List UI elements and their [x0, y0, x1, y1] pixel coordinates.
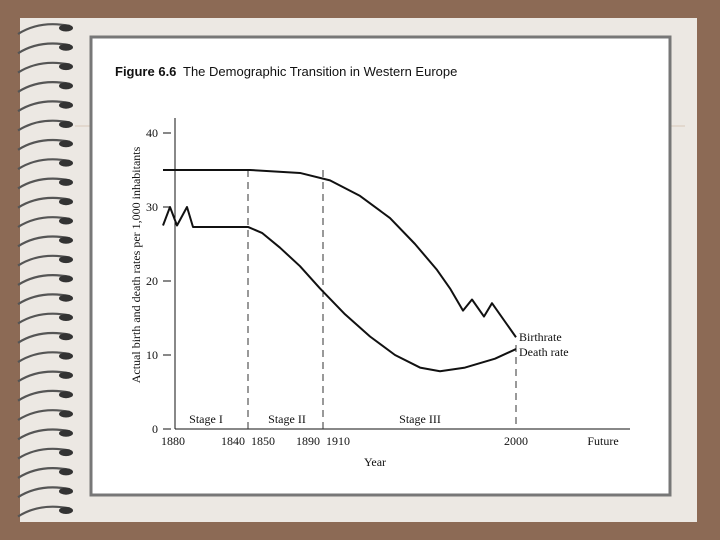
y-tick-label: 30	[146, 200, 158, 214]
spiral-hole	[59, 352, 73, 360]
spiral-hole	[59, 429, 73, 437]
series-line	[163, 169, 517, 338]
spiral-hole	[59, 82, 73, 90]
spiral-hole	[59, 121, 73, 128]
spiral-hole	[59, 410, 73, 418]
spiral-hole	[59, 159, 73, 167]
spiral-hole	[59, 217, 73, 225]
spiral-hole	[59, 371, 73, 379]
stage-label: Stage II	[268, 412, 306, 426]
series-line	[162, 206, 517, 373]
spiral-hole	[59, 256, 73, 264]
stage-label: Stage I	[189, 412, 223, 426]
spiral-hole	[59, 391, 73, 399]
spiral-hole	[59, 178, 73, 186]
spiral-hole	[59, 487, 73, 495]
y-tick-label: 0	[152, 422, 158, 436]
series-label: Death rate	[519, 345, 569, 359]
spiral-hole	[59, 294, 73, 302]
spiral-hole	[59, 140, 73, 148]
x-tick-label: Future	[587, 434, 618, 448]
spiral-hole	[59, 63, 73, 71]
x-tick-label: 2000	[504, 434, 528, 448]
y-tick-label: 20	[146, 274, 158, 288]
x-axis-label: Year	[364, 455, 386, 469]
stage-label: Stage III	[399, 412, 441, 426]
spiral-hole	[59, 507, 73, 514]
spiral-hole	[59, 275, 73, 283]
y-tick-label: 10	[146, 348, 158, 362]
figure-frame	[89, 35, 672, 497]
x-tick-label: 1850	[251, 434, 275, 448]
spiral-hole	[59, 101, 73, 109]
spiral-hole	[59, 314, 73, 321]
y-axis-label: Actual birth and death rates per 1,000 i…	[129, 146, 143, 383]
spiral-hole	[59, 236, 73, 244]
x-tick-label: 1840	[221, 434, 245, 448]
spiral-hole	[59, 198, 73, 206]
x-tick-label: 1880	[161, 434, 185, 448]
spiral-hole	[59, 449, 73, 457]
chart-title: The Demographic Transition in Western Eu…	[183, 64, 457, 79]
spiral-hole	[59, 24, 73, 32]
x-tick-label: 1890	[296, 434, 320, 448]
series-label: Birthrate	[519, 330, 562, 344]
spiral-hole	[59, 43, 73, 51]
figure-label: Figure 6.6	[115, 64, 176, 79]
y-tick-label: 40	[146, 126, 158, 140]
spiral-binding	[17, 23, 73, 518]
spiral-hole	[59, 333, 73, 341]
x-tick-label: 1910	[326, 434, 350, 448]
spiral-hole	[59, 468, 73, 476]
